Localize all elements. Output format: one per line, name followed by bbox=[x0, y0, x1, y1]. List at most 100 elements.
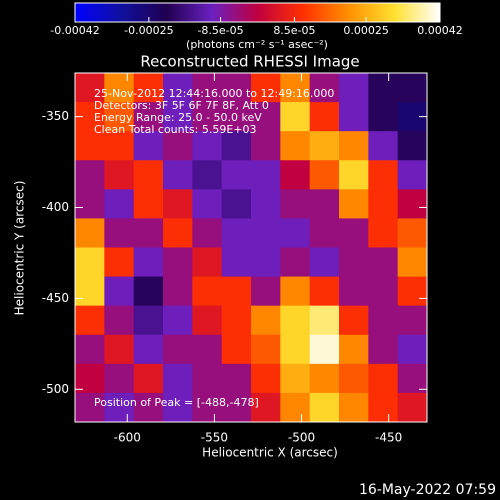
heatmap-cell bbox=[104, 73, 135, 103]
heatmap-cell bbox=[397, 276, 428, 307]
heatmap-cell bbox=[104, 160, 135, 190]
heatmap-cell bbox=[221, 189, 252, 219]
x-tick-label: -550 bbox=[201, 431, 228, 445]
heatmap-cell bbox=[397, 218, 428, 248]
heatmap-cell bbox=[280, 73, 311, 103]
y-tick-label: -350 bbox=[42, 109, 69, 123]
heatmap-cell bbox=[192, 73, 223, 103]
heatmap-cell bbox=[309, 276, 340, 307]
heatmap-cell bbox=[339, 131, 369, 161]
heatmap-cell bbox=[280, 218, 311, 248]
heatmap-cell bbox=[339, 73, 369, 103]
heatmap-cell bbox=[75, 392, 105, 423]
heatmap-cell bbox=[192, 392, 223, 423]
heatmap-cell bbox=[397, 305, 428, 336]
heatmap-cell bbox=[221, 363, 252, 394]
heatmap-cell bbox=[133, 305, 164, 336]
heatmap-cell bbox=[280, 247, 311, 278]
chart-title: Reconstructed RHESSI Image bbox=[140, 53, 359, 71]
heatmap-cell bbox=[251, 160, 281, 190]
heatmap-cell bbox=[163, 160, 193, 190]
heatmap-cell bbox=[163, 392, 193, 423]
heatmap-cell bbox=[280, 131, 311, 161]
heatmap-cell bbox=[221, 334, 252, 365]
heatmap-cell bbox=[397, 73, 428, 103]
heatmap-cell bbox=[309, 73, 340, 103]
heatmap-cell bbox=[192, 363, 223, 394]
y-tick-label: -500 bbox=[42, 382, 69, 396]
peak-label: Position of Peak = [-488,-478] bbox=[94, 396, 259, 409]
heatmap-cell bbox=[75, 305, 105, 336]
heatmap-cell bbox=[192, 334, 223, 365]
heatmap-cell bbox=[251, 73, 281, 103]
heatmap-cell bbox=[133, 218, 164, 248]
heatmap-cell bbox=[133, 73, 164, 103]
heatmap-cell bbox=[75, 334, 105, 365]
heatmap-cell bbox=[368, 363, 399, 394]
heatmap-cell bbox=[221, 247, 252, 278]
annotation: Detectors: 3F 5F 6F 7F 8F, Att 0 bbox=[94, 99, 269, 112]
heatmap-cell bbox=[104, 392, 135, 423]
heatmap-cell bbox=[221, 276, 252, 307]
heatmap-cell bbox=[192, 102, 223, 132]
heatmap-cell bbox=[163, 247, 193, 278]
colorbar bbox=[74, 2, 441, 23]
annotation: Energy Range: 25.0 - 50.0 keV bbox=[94, 111, 262, 124]
heatmap-cell bbox=[309, 160, 340, 190]
heatmap-cell bbox=[133, 189, 164, 219]
heatmap-cell bbox=[251, 247, 281, 278]
heatmap-cell bbox=[133, 131, 164, 161]
heatmap-cell bbox=[280, 305, 311, 336]
heatmap-cell bbox=[280, 102, 311, 132]
timestamp: 16-May-2022 07:59 bbox=[359, 482, 496, 498]
heatmap-cell bbox=[75, 363, 105, 394]
heatmap-cell bbox=[397, 334, 428, 365]
heatmap-cell bbox=[221, 131, 252, 161]
heatmap-cell bbox=[251, 131, 281, 161]
heatmap-cell bbox=[104, 131, 135, 161]
heatmap-cell bbox=[280, 189, 311, 219]
heatmap-cell bbox=[280, 334, 311, 365]
heatmap-cell bbox=[133, 247, 164, 278]
heatmap-cell bbox=[221, 218, 252, 248]
heatmap-cell bbox=[368, 218, 399, 248]
heatmap-cell bbox=[75, 247, 105, 278]
heatmap-cell bbox=[309, 102, 340, 132]
heatmap-cell bbox=[339, 392, 369, 423]
heatmap-cell bbox=[368, 305, 399, 336]
heatmap-cell bbox=[280, 160, 311, 190]
heatmap-cell bbox=[339, 247, 369, 278]
colorbar-tick-label: 0.00042 bbox=[417, 24, 463, 37]
heatmap-cell bbox=[163, 218, 193, 248]
colorbar-tick-label: -0.00042 bbox=[50, 24, 99, 37]
heatmap-cell bbox=[192, 189, 223, 219]
heatmap-cell bbox=[251, 392, 281, 423]
heatmap-cell bbox=[368, 392, 399, 423]
y-axis-label: Heliocentric Y (arcsec) bbox=[13, 181, 27, 316]
heatmap-cell bbox=[309, 305, 340, 336]
colorbar-label: (photons cm⁻² s⁻¹ asec⁻²) bbox=[186, 38, 328, 51]
heatmap-cell bbox=[339, 102, 369, 132]
heatmap-cell bbox=[221, 305, 252, 336]
heatmap-cell bbox=[397, 189, 428, 219]
heatmap-cell bbox=[309, 189, 340, 219]
heatmap-cell bbox=[309, 218, 340, 248]
colorbar-tick-label: -0.00025 bbox=[124, 24, 173, 37]
heatmap-cell bbox=[163, 102, 193, 132]
x-tick-label: -600 bbox=[114, 431, 141, 445]
heatmap-cell bbox=[309, 131, 340, 161]
heatmap-cell bbox=[368, 276, 399, 307]
heatmap-cell bbox=[192, 305, 223, 336]
heatmap-cell bbox=[280, 392, 311, 423]
heatmap-cell bbox=[133, 276, 164, 307]
heatmap-cell bbox=[104, 189, 135, 219]
heatmap-cell bbox=[251, 218, 281, 248]
heatmap-cell bbox=[339, 189, 369, 219]
heatmap-cell bbox=[104, 334, 135, 365]
heatmap-cell bbox=[104, 247, 135, 278]
heatmap-cell bbox=[133, 392, 164, 423]
heatmap-cell bbox=[251, 334, 281, 365]
heatmap-cell bbox=[309, 247, 340, 278]
heatmap-cell bbox=[163, 131, 193, 161]
